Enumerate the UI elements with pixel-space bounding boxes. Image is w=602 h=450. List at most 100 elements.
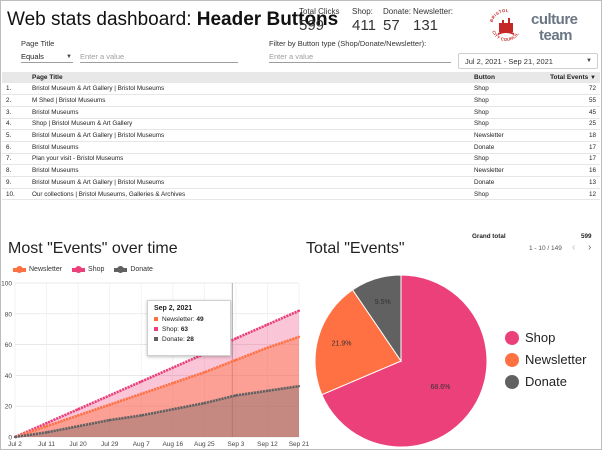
x-tick-label: Sep 3 [227,441,244,448]
x-tick-label: Aug 25 [194,441,215,448]
row-total-events: 55 [536,94,600,107]
pie-legend-shop[interactable]: Shop [505,329,586,351]
row-page-title: Plan your visit - Bristol Museums [28,153,470,166]
date-range-value: Jul 2, 2021 - Sep 21, 2021 [465,57,553,66]
row-button: Shop [470,83,536,96]
series-line-shop [14,309,300,439]
point-newsletter [45,425,48,428]
page-title: Web stats dashboard: Header Buttons [7,9,338,31]
series-line-newsletter [14,335,300,439]
row-page-title: Bristol Museum & Art Gallery | Bristol M… [28,83,470,96]
row-total-events: 17 [536,153,600,166]
filter-page-title-input[interactable]: Enter a value [80,52,238,63]
row-index: 1. [2,83,28,96]
point-donate [203,402,206,405]
point-newsletter [171,382,174,385]
next-page-icon[interactable]: › [588,242,592,253]
title-bold: Header Buttons [196,9,339,30]
point-donate [140,414,143,417]
point-shop [171,366,174,369]
table-row[interactable]: 9. Bristol Museum & Art Gallery | Bristol… [2,176,600,189]
y-tick-label: 0 [8,435,12,442]
point-donate [77,425,80,428]
table-row[interactable]: 3. Bristol Museums Shop 45 [2,106,600,119]
row-page-title: Bristol Museums [28,164,470,177]
tooltip-row-donate: Donate: 28 [154,336,224,343]
tooltip-row-newsletter: Newsletter: 49 [154,316,224,323]
x-tick-label: Aug 16 [162,441,183,448]
point-shop [45,422,48,425]
point-newsletter [297,335,301,338]
col-index-header [2,72,28,83]
point-donate [45,431,48,434]
row-index: 6. [2,141,28,154]
grand-total-value: 599 [581,233,592,240]
point-donate [297,385,301,388]
table-row[interactable]: 10. Our collections | Bristol Museums, Ga… [2,188,600,201]
row-page-title: Shop | Bristol Museum & Art Gallery [28,118,470,131]
pie-slice-newsletter [314,289,402,396]
row-total-events: 16 [536,164,600,177]
row-total-events: 25 [536,118,600,131]
row-total-events: 17 [536,141,600,154]
table-row[interactable]: 1. Bristol Museum & Art Gallery | Bristol… [2,83,600,96]
grand-total-label: Grand total [472,233,506,240]
x-tick-label: Jul 29 [101,441,119,448]
col-page-title-header[interactable]: Page Title [28,72,470,83]
sort-desc-icon: ▼ [590,75,596,81]
row-page-title: Bristol Museum & Art Gallery | Bristol M… [28,176,470,189]
table-header-row: Page Title Button Total Events ▼ [2,72,600,83]
pie-legend-donate[interactable]: Donate [505,373,586,395]
legend-item-shop[interactable]: Shop [72,266,104,273]
filter-operator-select[interactable]: Equals ▼ [21,52,73,63]
col-total-events-header[interactable]: Total Events ▼ [536,72,600,83]
table-row[interactable]: 5. Bristol Museum & Art Gallery | Bristol… [2,129,600,142]
point-newsletter [77,414,80,417]
x-tick-label: Aug 7 [133,441,150,448]
col-button-header[interactable]: Button [470,72,536,83]
y-tick-label: 40 [5,373,13,380]
legend-item-newsletter[interactable]: Newsletter [13,266,62,273]
pie-slice-shop [321,274,488,448]
table-row[interactable]: 4. Shop | Bristol Museum & Art Gallery Sho… [2,118,600,131]
row-index: 2. [2,94,28,107]
date-range-picker[interactable]: Jul 2, 2021 - Sep 21, 2021 ▼ [458,53,598,69]
svg-text:culture: culture [531,11,578,28]
filter-button-type-input[interactable]: Enter a value [269,52,451,63]
pie-chart[interactable]: 68.6% 21.9% 9.5% [301,261,501,450]
culture-team-logo-mark: culture team [531,11,578,44]
caret-down-icon: ▼ [586,58,592,64]
table-row[interactable]: 8. Bristol Museums Newsletter 16 [2,164,600,177]
row-button: Donate [470,176,536,189]
bristol-city-council-logo: BRISTOL CITY COUNCIL [489,8,520,42]
title-plain: Web stats dashboard: [7,9,197,30]
row-button: Donate [470,141,536,154]
point-newsletter [203,371,206,374]
pie-slice-label: 68.6% [431,384,451,391]
point-shop [77,408,80,411]
row-button: Newsletter [470,129,536,142]
table-row[interactable]: 7. Plan your visit - Bristol Museums Shop 1… [2,153,600,166]
point-donate [13,435,17,439]
row-button: Shop [470,188,536,201]
row-total-events: 13 [536,176,600,189]
point-donate [266,389,269,392]
table-row[interactable]: 2. M Shed | Bristol Museums Shop 55 [2,94,600,107]
table-row[interactable]: 6. Bristol Museums Donate 17 [2,141,600,154]
stat-total-clicks: Total Clicks 599 [299,7,340,34]
pie-slice-label: 9.5% [375,299,391,306]
row-index: 4. [2,118,28,131]
stat-shop: Shop: 411 [352,7,376,34]
point-shop [234,337,237,340]
legend-item-donate[interactable]: Donate [114,266,153,273]
y-tick-label: 80 [5,311,13,318]
row-button: Newsletter [470,164,536,177]
row-button: Shop [470,118,536,131]
point-shop [140,380,143,383]
events-table: Page Title Button Total Events ▼ 1. Brist… [2,72,600,201]
tooltip-row-shop: Shop: 63 [154,326,224,333]
filter-button-type: Filter by Button type (Shop/Donate/Newsl… [269,39,453,63]
pie-legend-newsletter[interactable]: Newsletter [505,351,586,373]
prev-page-icon[interactable]: ‹ [572,242,576,253]
